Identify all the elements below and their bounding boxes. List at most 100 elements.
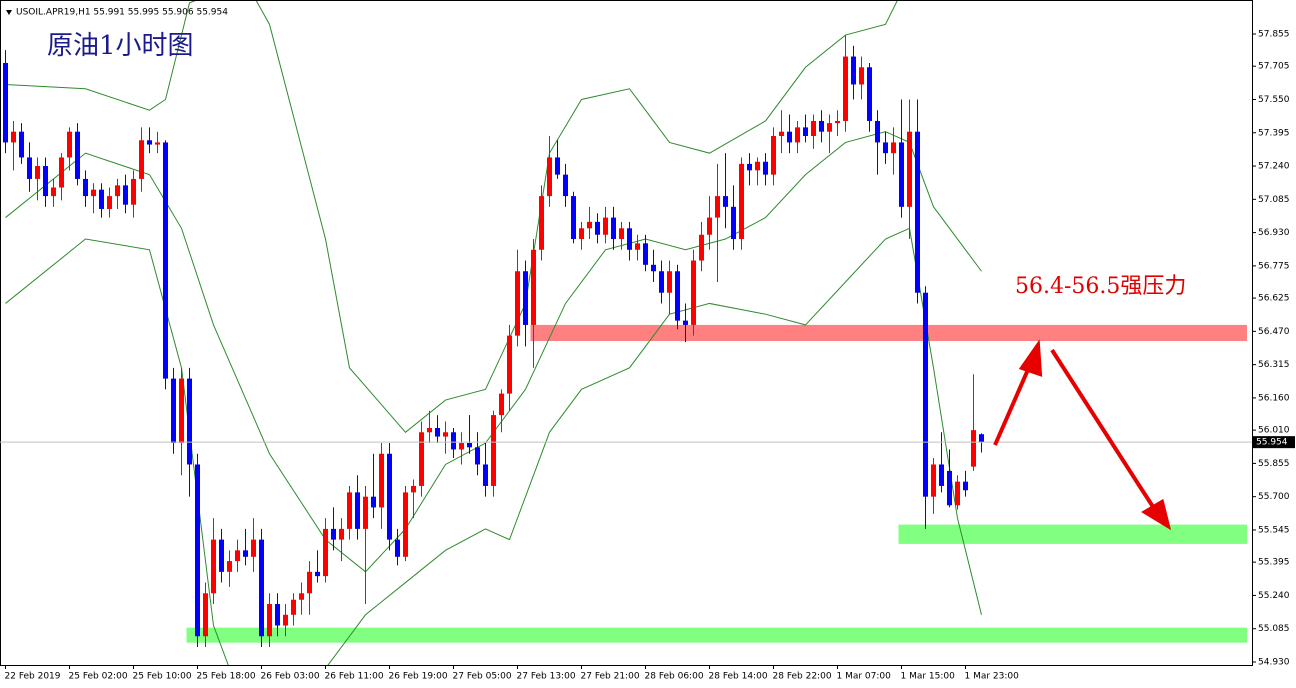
candle-body [259, 539, 264, 637]
candle-body [539, 196, 544, 250]
candle-body [667, 271, 672, 293]
candle-body [307, 571, 312, 594]
y-tick-label: 56.160 [1258, 393, 1290, 403]
candle-body [227, 561, 232, 572]
candle-body [491, 415, 496, 486]
candle-body [819, 120, 824, 132]
candle-body [395, 539, 400, 557]
x-tick-label: 28 Feb 22:00 [773, 672, 832, 682]
header: USOIL.APR19,H1 55.991 55.995 55.906 55.9… [16, 8, 228, 18]
candle-body [875, 120, 880, 143]
candle-body [795, 127, 800, 143]
candle-body [891, 142, 896, 154]
candle-body [155, 142, 160, 145]
candle-body [347, 492, 352, 529]
candle-body [619, 228, 624, 240]
candle-body [107, 196, 112, 209]
zone [186, 627, 1247, 643]
candle-body [851, 56, 856, 85]
candle-body [3, 62, 8, 143]
candle-body [915, 131, 920, 293]
candle-body [507, 335, 512, 394]
candle-body [27, 157, 32, 179]
candle-body [835, 120, 840, 124]
candle-body [571, 196, 576, 240]
candle-body [899, 142, 904, 207]
candle-body [379, 453, 384, 508]
candle-body [139, 140, 144, 179]
candle-body [131, 178, 136, 205]
candle-body [683, 320, 688, 325]
candle-body [339, 528, 344, 540]
candle-body [275, 604, 280, 626]
candle-body [659, 271, 664, 293]
y-tick-label: 55.085 [1258, 624, 1290, 634]
candle-body [963, 481, 968, 491]
candle-body [523, 271, 528, 325]
y-tick-label: 56.625 [1258, 294, 1290, 304]
candle-body [579, 228, 584, 240]
candle-body [779, 131, 784, 136]
candle-body [731, 206, 736, 240]
candle-body [555, 157, 560, 175]
candle-body [195, 464, 200, 637]
candle-body [611, 217, 616, 240]
candle-body [299, 593, 304, 600]
bollinger-band [5, 1, 898, 433]
candle-body [115, 185, 120, 197]
candle-body [755, 161, 760, 171]
candle-body [67, 131, 72, 158]
candle-body [907, 131, 912, 207]
zone [530, 324, 1247, 342]
candle-body [91, 189, 96, 197]
candle-body [219, 539, 224, 572]
chart-title: 原油1小时图 [47, 31, 194, 61]
candle-body [723, 196, 728, 207]
candle-body [267, 604, 272, 637]
candle-body [643, 243, 648, 265]
candle-body [43, 166, 48, 197]
candle-body [587, 221, 592, 229]
x-tick-label: 26 Feb 19:00 [389, 672, 448, 682]
candle-body [427, 427, 432, 433]
y-tick-label: 55.240 [1258, 591, 1290, 601]
candle-body [867, 67, 872, 121]
x-tick-label: 28 Feb 06:00 [645, 672, 704, 682]
candle-body [331, 528, 336, 540]
candle-body [147, 140, 152, 145]
candle-body [739, 163, 744, 240]
candle-body [35, 166, 40, 179]
candle-body [451, 432, 456, 450]
candle-body [627, 228, 632, 250]
candle-body [947, 470, 952, 506]
y-tick-label: 56.930 [1258, 228, 1290, 238]
candle-body [675, 271, 680, 321]
candle-body [171, 378, 176, 444]
x-tick-label: 22 Feb 2019 [5, 672, 61, 682]
candle-body [387, 453, 392, 540]
x-tick-label: 1 Mar 15:00 [901, 672, 956, 682]
candle-body [243, 550, 248, 557]
candle-body [787, 131, 792, 143]
candle-body [563, 174, 568, 197]
candle-body [803, 127, 808, 136]
candle-body [19, 131, 24, 158]
candle-body [515, 271, 520, 336]
y-tick-label: 57.085 [1258, 195, 1290, 205]
candle-body [11, 131, 16, 143]
candle-body [467, 443, 472, 448]
current-price-label: 55.954 [1256, 438, 1288, 448]
candle-body [931, 464, 936, 497]
candle-body [75, 131, 80, 179]
candle-body [187, 378, 192, 465]
x-tick-label: 28 Feb 14:00 [709, 672, 768, 682]
candle-body [363, 496, 368, 529]
candle-body [747, 163, 752, 171]
x-tick-label: 25 Feb 18:00 [197, 672, 256, 682]
candle-body [715, 196, 720, 218]
arrows [993, 339, 1172, 531]
candle-body [603, 217, 608, 235]
candle-body [315, 571, 320, 577]
current-price-box [1253, 436, 1295, 449]
x-tick-label: 25 Feb 02:00 [69, 672, 128, 682]
